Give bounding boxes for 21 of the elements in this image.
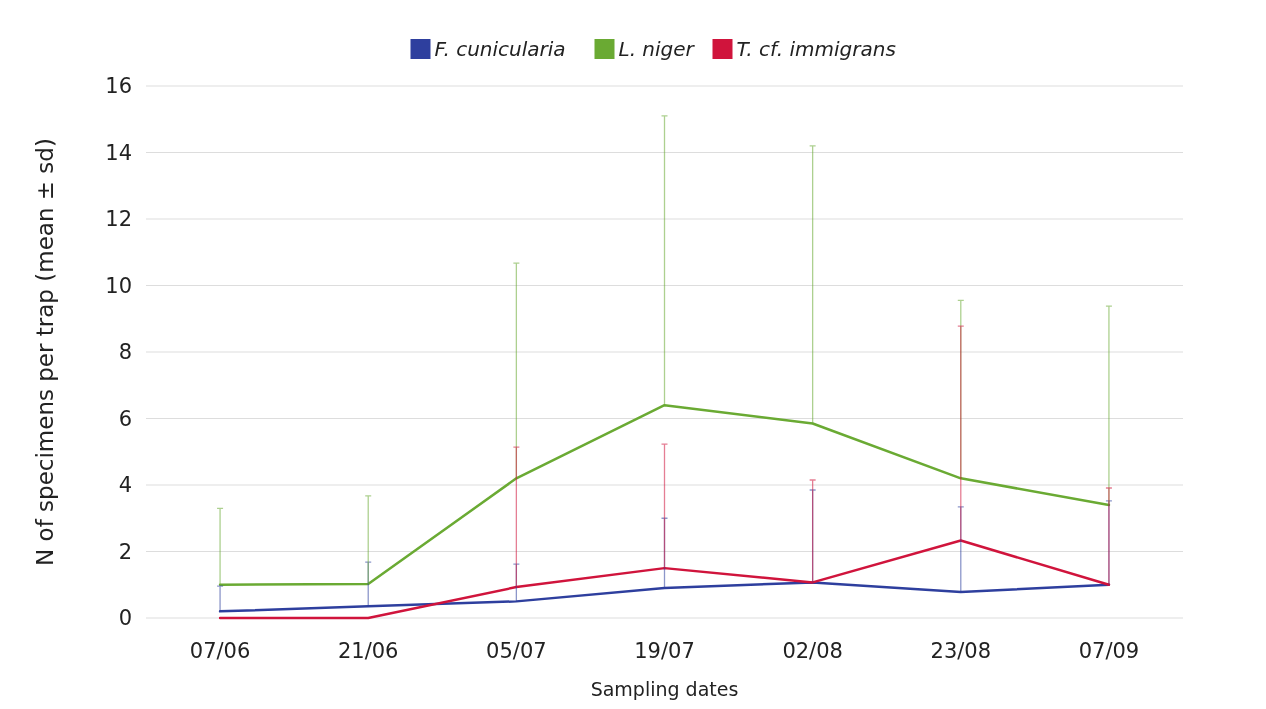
x-tick-label: 05/07 xyxy=(486,639,547,663)
x-tick-label: 19/07 xyxy=(634,639,695,663)
legend-label: L. niger xyxy=(618,37,696,61)
x-tick-label: 07/06 xyxy=(189,639,251,663)
x-tick-label: 07/09 xyxy=(1078,639,1140,663)
y-tick-label: 6 xyxy=(118,406,132,431)
y-tick-label: 14 xyxy=(105,140,132,165)
y-tick-label: 10 xyxy=(105,273,132,298)
y-tick-label: 16 xyxy=(105,74,132,99)
x-tick-label: 02/08 xyxy=(782,639,843,663)
legend-label: F. cunicularia xyxy=(434,37,566,61)
x-axis-title: Sampling dates xyxy=(590,678,739,700)
y-tick-label: 2 xyxy=(118,539,132,564)
legend-label: T. cf. immigrans xyxy=(736,37,896,61)
x-tick-label: 21/06 xyxy=(337,639,399,663)
y-tick-label: 8 xyxy=(118,340,132,365)
y-tick-label: 4 xyxy=(118,473,132,498)
y-tick-label: 0 xyxy=(118,606,132,631)
y-axis-title: N of specimens per trap (mean ± sd) xyxy=(32,138,58,566)
x-tick-label: 23/08 xyxy=(930,639,992,663)
y-tick-label: 12 xyxy=(105,207,132,232)
